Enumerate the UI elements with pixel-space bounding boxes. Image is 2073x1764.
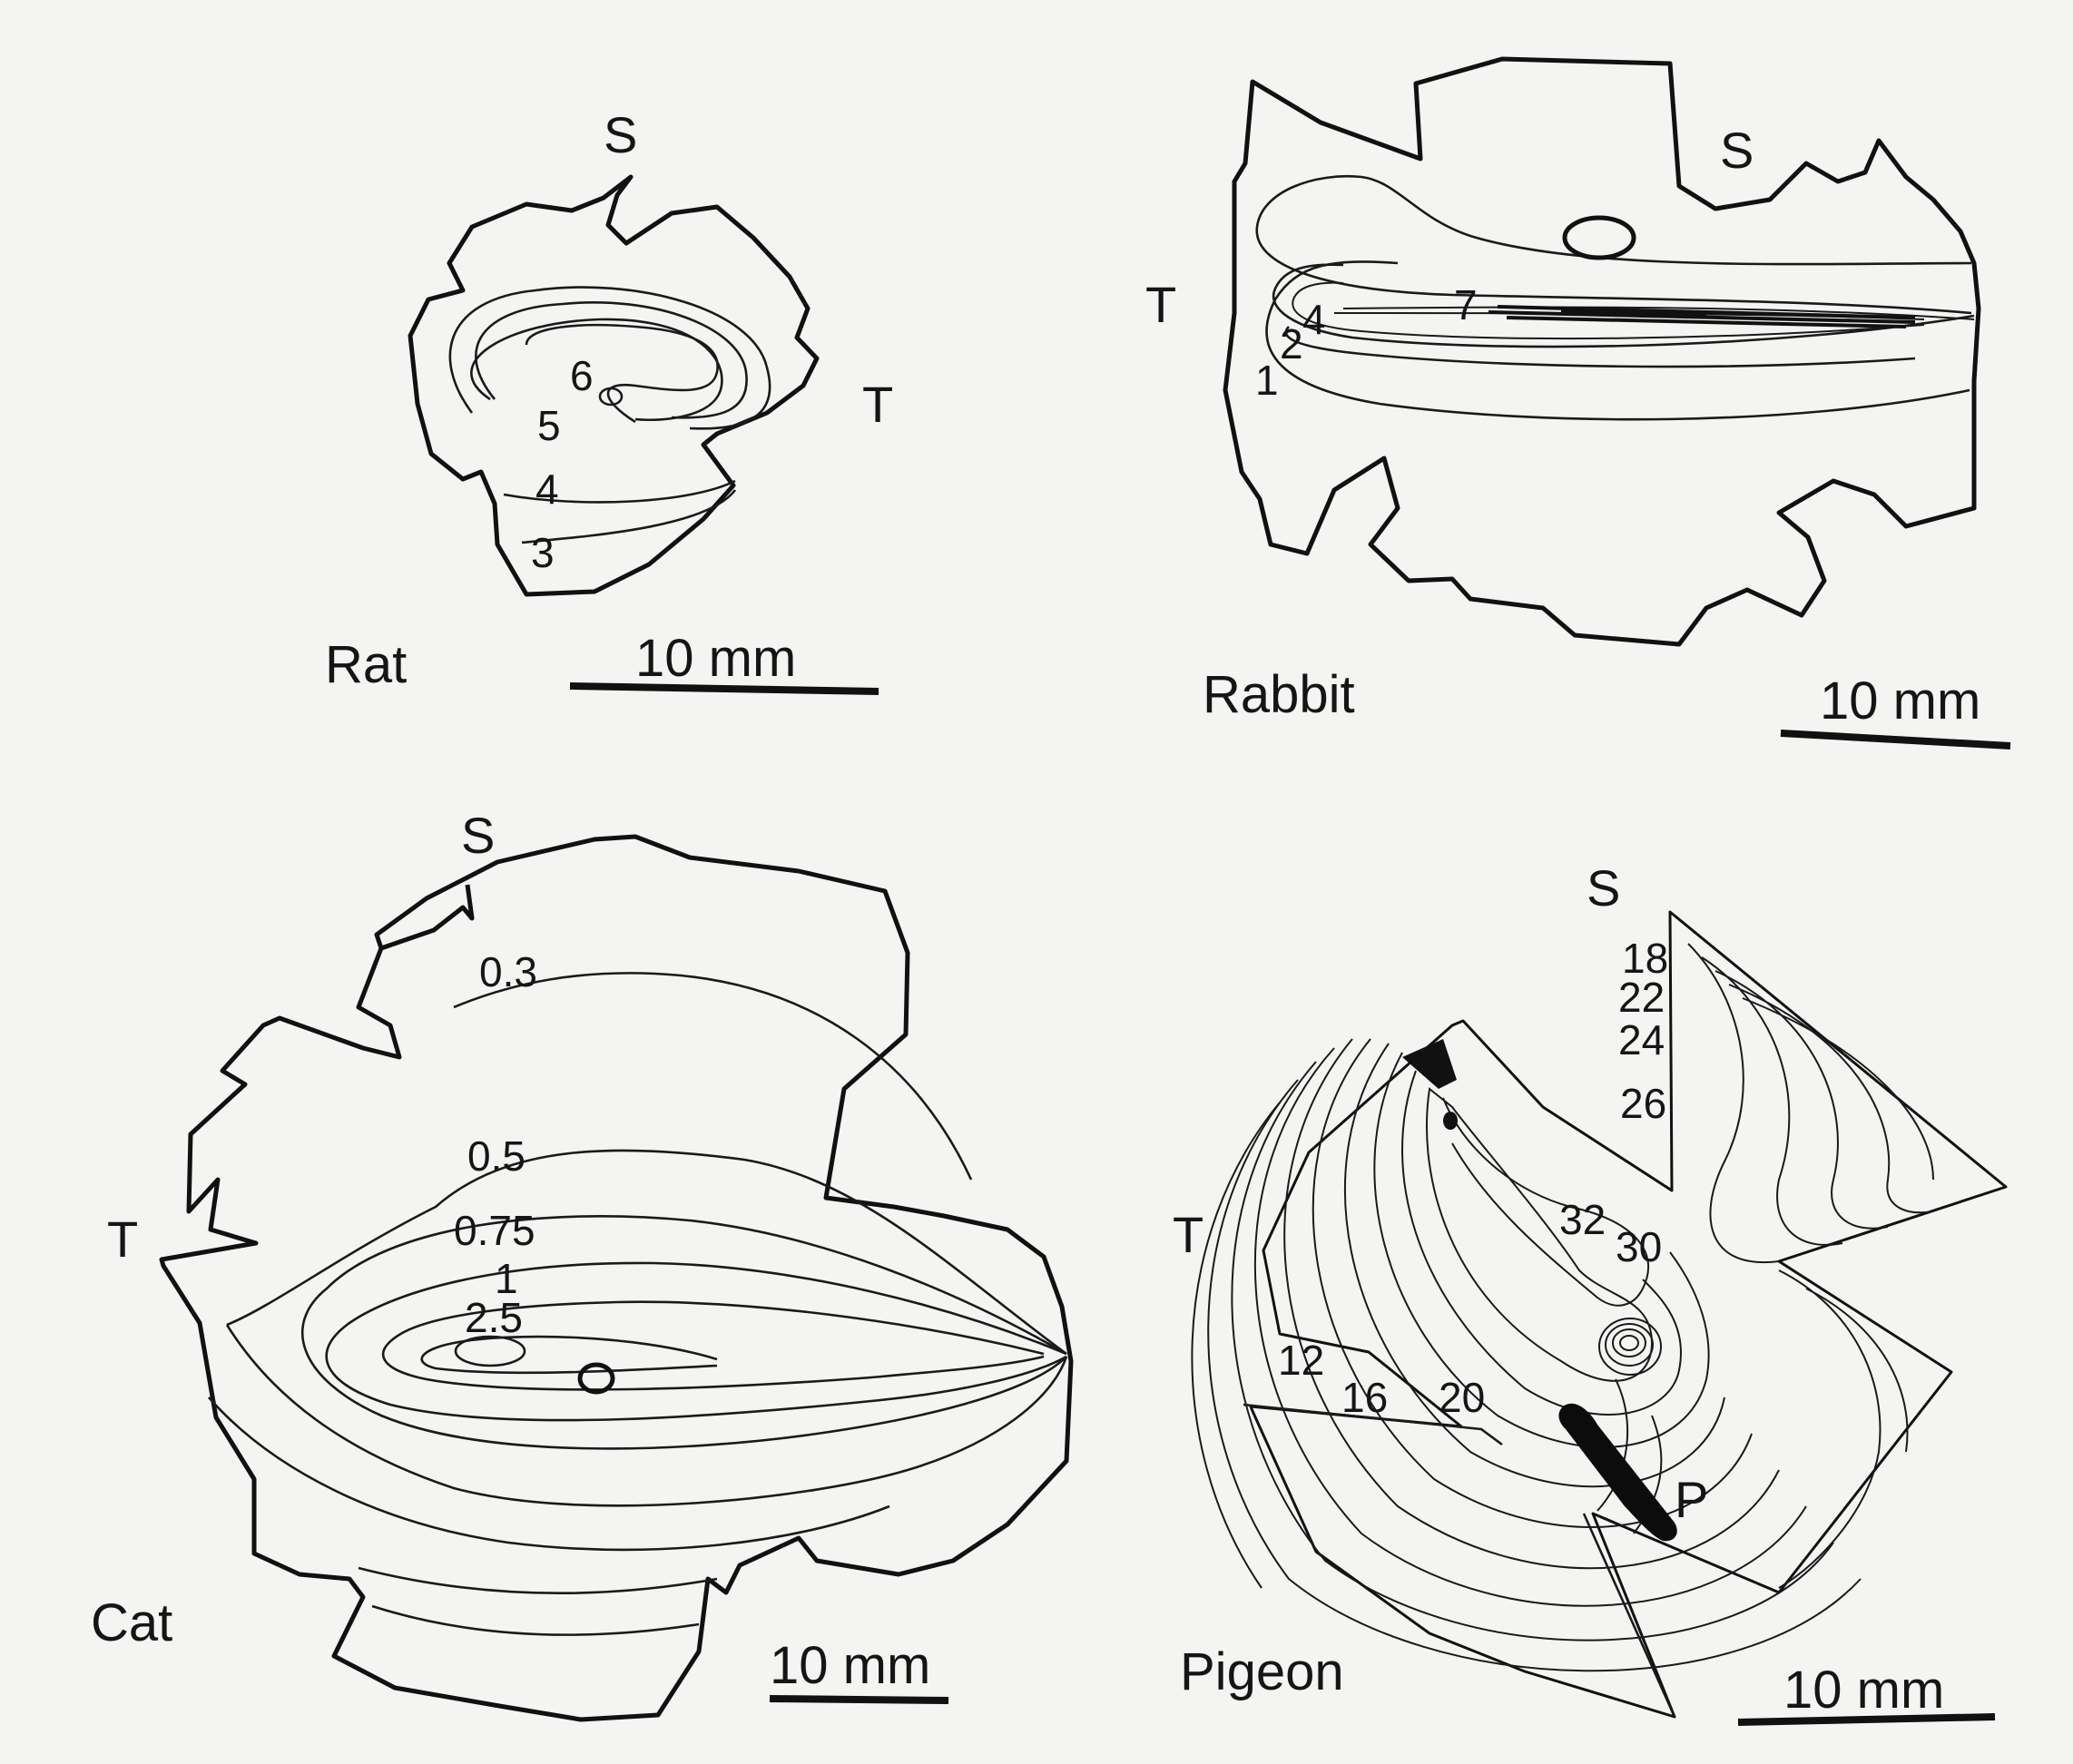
cat-contour-label-1: 1	[495, 1255, 518, 1302]
rabbit-contour-label-1: 1	[1255, 357, 1279, 404]
pigeon-panel: 18 22 24 26 32 30 12 16 20 S T P Pigeon …	[1173, 859, 2008, 1726]
cat-isodensity-contour	[325, 1261, 1067, 1422]
rabbit-isodensity-contour	[1255, 174, 1972, 315]
rat-contour-label-6: 6	[570, 352, 594, 399]
cat-scale-bar-label: 10 mm	[770, 1636, 930, 1695]
pigeon-contour-label-22: 22	[1618, 974, 1665, 1021]
pigeon-contour-label-20: 20	[1439, 1374, 1485, 1421]
rabbit-name-label: Rabbit	[1203, 665, 1355, 724]
rat-isodensity-contour	[448, 286, 771, 430]
pigeon-isodensity-contours	[1191, 943, 1934, 1672]
pigeon-petal-edge	[1582, 1513, 1676, 1718]
rabbit-contour-label-2: 2	[1280, 320, 1303, 368]
pigeon-area-dorsalis	[1402, 1039, 1457, 1089]
rabbit-isodensity-contour	[1272, 263, 1975, 348]
rabbit-isodensity-contour	[1284, 326, 1916, 368]
pigeon-temporal-label: T	[1173, 1206, 1204, 1263]
rabbit-isodensity-contour	[1265, 260, 1970, 421]
rat-contour-label-4: 4	[535, 466, 559, 513]
rabbit-contour-label-7: 7	[1454, 281, 1478, 328]
rat-temporal-label: T	[862, 376, 893, 433]
rabbit-isodensity-contour	[1292, 281, 1925, 340]
pigeon-name-label: Pigeon	[1180, 1642, 1344, 1701]
pigeon-pecten-label: P	[1675, 1471, 1708, 1528]
rabbit-optic-disc	[1562, 215, 1636, 260]
rabbit-scale-bar	[1780, 730, 2011, 750]
cat-contour-label-0.5: 0.5	[467, 1132, 526, 1180]
rat-contour-label-3: 3	[531, 529, 555, 576]
cat-isodensity-contour	[420, 1335, 718, 1375]
cat-contour-label-0.75: 0.75	[454, 1207, 535, 1254]
cat-isodensity-contour	[453, 972, 973, 1181]
pigeon-retina-outline	[1249, 910, 2008, 1719]
cat-scale-bar	[769, 1695, 949, 1704]
cat-name-label: Cat	[91, 1593, 172, 1652]
pigeon-superior-label: S	[1587, 859, 1620, 916]
pigeon-contour-label-12: 12	[1278, 1337, 1324, 1384]
cat-retina-outline	[159, 834, 1074, 1722]
pigeon-contour-label-32: 32	[1559, 1196, 1606, 1243]
rat-scale-bar	[569, 682, 879, 695]
rabbit-temporal-label: T	[1145, 276, 1176, 333]
cat-outer-contour	[208, 1396, 890, 1636]
rabbit-contour-label-4: 4	[1302, 296, 1326, 343]
cat-isodensity-contour	[300, 1215, 1067, 1450]
rat-contour-label-5: 5	[537, 402, 561, 449]
cat-isodensity-contour	[225, 1149, 1068, 1507]
rat-peak-marker	[598, 387, 624, 407]
rabbit-superior-label: S	[1720, 122, 1754, 179]
cat-temporal-label: T	[107, 1210, 138, 1268]
pigeon-temporal-fovea	[1443, 1112, 1458, 1130]
cat-peak-contour	[454, 1335, 526, 1367]
pigeon-petal-edge	[1243, 1403, 1503, 1446]
pigeon-contour-label-16: 16	[1341, 1374, 1388, 1421]
rat-isodensity-contour	[475, 301, 748, 419]
pigeon-fovea-swirl	[1598, 1318, 1662, 1376]
rabbit-scale-bar-label: 10 mm	[1820, 671, 1980, 730]
cat-contour-label-2.5: 2.5	[465, 1294, 523, 1341]
cat-isodensity-contour	[381, 1300, 1045, 1391]
rat-isodensity-contour	[503, 479, 737, 544]
rabbit-retina-outline	[1223, 56, 1981, 647]
cat-superior-label: S	[461, 807, 495, 864]
rat-isodensity-contour	[525, 323, 719, 424]
pigeon-contour-label-24: 24	[1618, 1016, 1665, 1063]
rat-isodensity-contour	[470, 318, 723, 422]
rabbit-panel: 7 4 2 1 S T Rabbit 10 mm	[1145, 56, 2011, 750]
rat-superior-label: S	[604, 106, 637, 163]
cat-optic-disc	[577, 1362, 615, 1395]
pigeon-scale-bar	[1737, 1713, 1996, 1726]
pigeon-contour-label-26: 26	[1620, 1080, 1666, 1127]
rabbit-visual-streak	[1488, 305, 1916, 328]
cat-panel: 0.3 0.5 0.75 1 2.5 S T Cat 10 mm	[91, 807, 1074, 1722]
rat-panel: 6 5 4 3 S T Rat 10 mm	[325, 106, 893, 695]
pigeon-scale-bar-label: 10 mm	[1783, 1661, 1944, 1720]
pigeon-contour-label-18: 18	[1622, 935, 1668, 982]
rat-scale-bar-label: 10 mm	[635, 629, 796, 688]
rat-name-label: Rat	[325, 635, 407, 694]
cat-contour-label-0.3: 0.3	[479, 948, 537, 995]
rat-retina-outline	[408, 174, 820, 597]
pigeon-pecten	[1558, 1403, 1677, 1542]
pigeon-contour-label-30: 30	[1616, 1223, 1662, 1270]
